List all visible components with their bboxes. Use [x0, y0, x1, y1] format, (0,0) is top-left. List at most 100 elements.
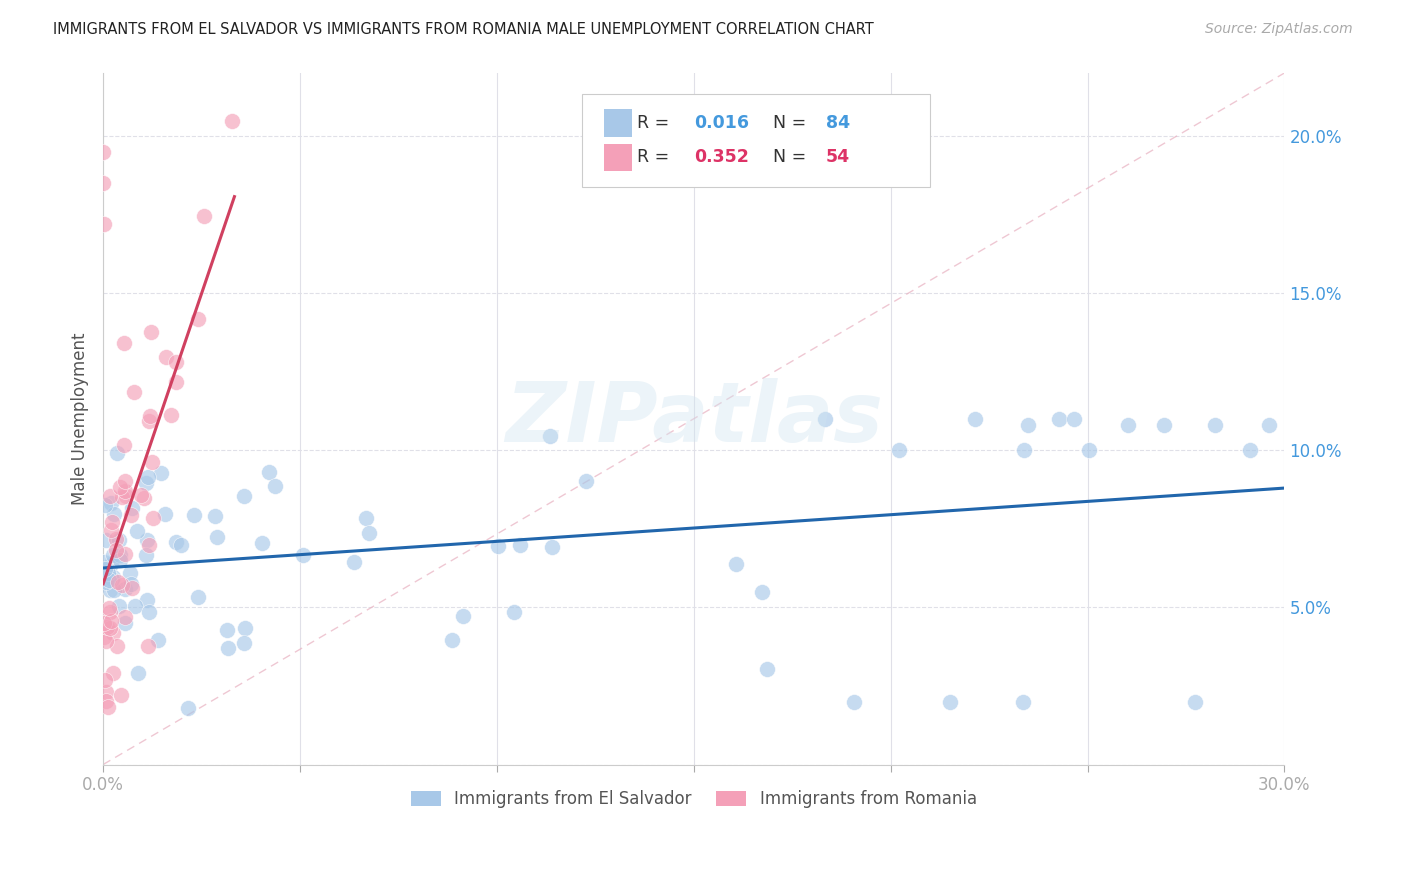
FancyBboxPatch shape — [605, 109, 633, 136]
Text: IMMIGRANTS FROM EL SALVADOR VS IMMIGRANTS FROM ROMANIA MALE UNEMPLOYMENT CORRELA: IMMIGRANTS FROM EL SALVADOR VS IMMIGRANT… — [53, 22, 875, 37]
Point — [150, 466, 173, 480]
Point — [97, 566, 120, 581]
Point — [91, 176, 114, 190]
Point — [1017, 417, 1039, 432]
Point — [121, 501, 143, 516]
Point — [1204, 417, 1226, 432]
Point — [160, 408, 183, 422]
Point — [257, 465, 280, 479]
Point — [359, 526, 381, 541]
Text: 54: 54 — [827, 148, 851, 166]
Point — [1047, 411, 1070, 425]
Point — [183, 508, 205, 523]
FancyBboxPatch shape — [582, 94, 929, 187]
Point — [453, 609, 475, 624]
Point — [292, 548, 315, 562]
Point — [221, 114, 243, 128]
Point — [751, 585, 773, 599]
Y-axis label: Male Unemployment: Male Unemployment — [72, 333, 89, 505]
Point — [100, 614, 122, 628]
Point — [101, 570, 124, 584]
Point — [503, 605, 526, 619]
Point — [94, 562, 117, 576]
Text: Source: ZipAtlas.com: Source: ZipAtlas.com — [1205, 22, 1353, 37]
Point — [108, 599, 131, 613]
Point — [98, 600, 121, 615]
Point — [114, 582, 136, 596]
Point — [844, 695, 866, 709]
Point — [215, 623, 238, 637]
Point — [138, 605, 160, 619]
Point — [135, 476, 157, 491]
Point — [101, 666, 124, 681]
Point — [100, 523, 122, 537]
Point — [146, 633, 169, 648]
Point — [725, 558, 748, 572]
Point — [963, 411, 986, 425]
Point — [98, 582, 121, 597]
Point — [540, 541, 562, 555]
Point — [1063, 411, 1085, 425]
Point — [98, 573, 121, 587]
Point — [141, 455, 163, 469]
Point — [132, 491, 155, 505]
Point — [91, 145, 114, 159]
Point — [101, 625, 124, 640]
Point — [138, 537, 160, 551]
Point — [114, 547, 136, 561]
Point — [887, 443, 910, 458]
Point — [205, 530, 228, 544]
Text: R =: R = — [637, 114, 675, 132]
Point — [155, 507, 177, 521]
Point — [100, 516, 122, 530]
Point — [488, 539, 510, 553]
Point — [1184, 695, 1206, 709]
Point — [103, 583, 125, 598]
Point — [252, 536, 274, 550]
Point — [1012, 695, 1035, 709]
Point — [204, 508, 226, 523]
Point — [138, 414, 160, 428]
Point — [105, 639, 128, 653]
Point — [94, 673, 117, 687]
Point — [98, 606, 121, 620]
Point — [114, 615, 136, 630]
Point — [110, 553, 132, 567]
Point — [118, 566, 141, 580]
Point — [93, 615, 115, 630]
Point — [1239, 443, 1261, 458]
Point — [105, 542, 128, 557]
Point — [112, 438, 135, 452]
FancyBboxPatch shape — [605, 144, 633, 171]
Point — [98, 489, 121, 503]
Point — [441, 632, 464, 647]
Point — [135, 548, 157, 562]
Text: 0.352: 0.352 — [693, 148, 748, 166]
Point — [103, 507, 125, 521]
Point — [114, 484, 136, 499]
Text: ZIPatlas: ZIPatlas — [505, 378, 883, 459]
Point — [121, 581, 143, 595]
Point — [165, 355, 187, 369]
Point — [114, 610, 136, 624]
Point — [110, 480, 132, 494]
Point — [187, 312, 209, 326]
Point — [1116, 417, 1139, 432]
Point — [129, 487, 152, 501]
Point — [342, 555, 364, 569]
Point — [814, 411, 837, 425]
Point — [136, 593, 159, 607]
Point — [356, 510, 378, 524]
Point — [176, 701, 198, 715]
Point — [165, 375, 187, 389]
Text: N =: N = — [773, 114, 811, 132]
Point — [108, 533, 131, 547]
Point — [755, 662, 778, 676]
Point — [120, 577, 142, 591]
Point — [112, 336, 135, 351]
Point — [509, 539, 531, 553]
Point — [93, 555, 115, 569]
Text: 84: 84 — [827, 114, 851, 132]
Point — [187, 590, 209, 604]
Point — [94, 693, 117, 707]
